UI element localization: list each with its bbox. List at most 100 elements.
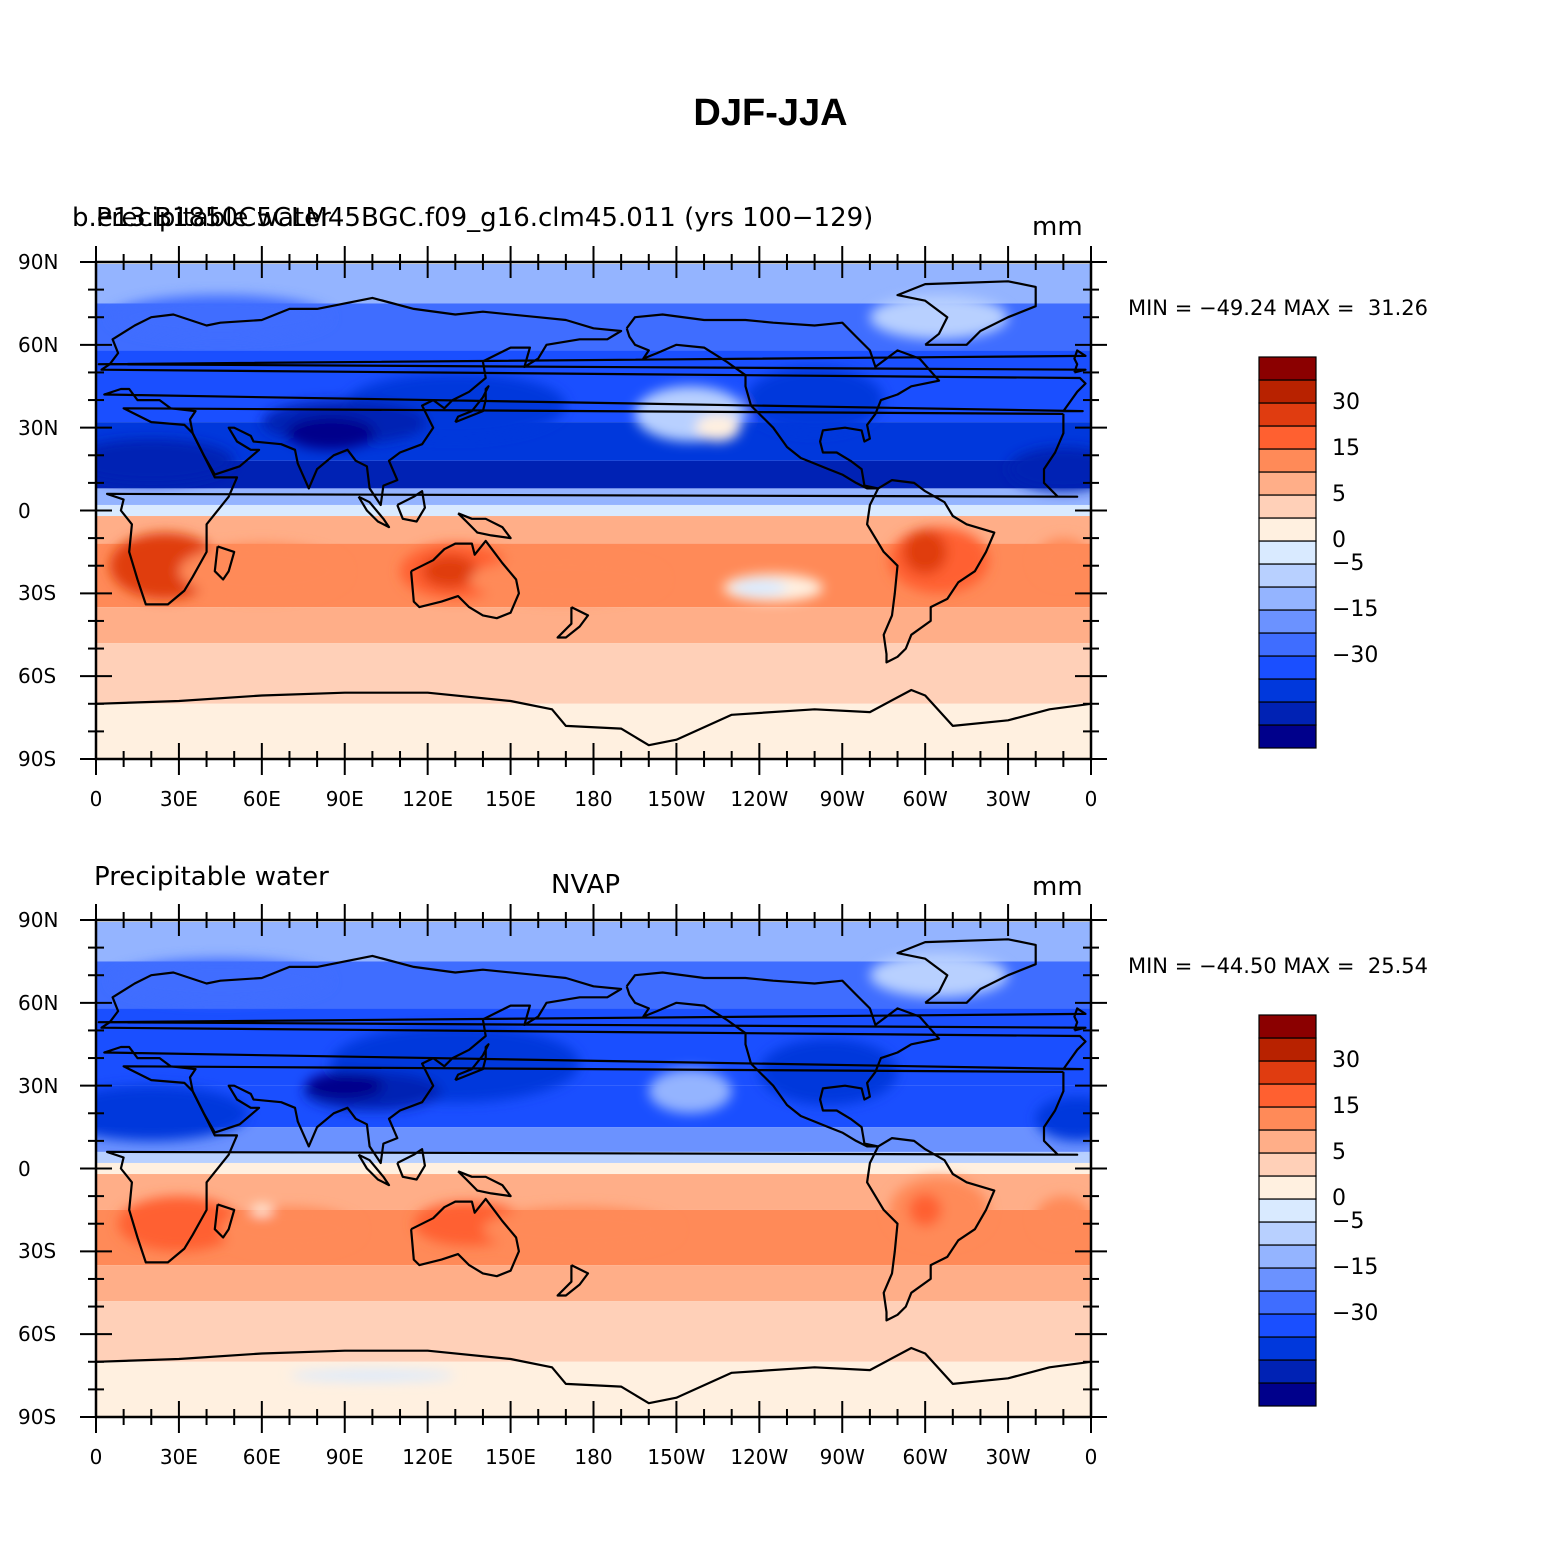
x-tick-label: 120W [730, 1445, 789, 1469]
panel-2-min-max: MIN = −44.50 MAX = 25.54 [1128, 954, 1428, 978]
colorbar-box [1258, 609, 1317, 634]
contour-region [482, 1207, 677, 1252]
coastline [96, 688, 1091, 747]
colorbar-box [1258, 1175, 1317, 1200]
colorbar-label: 5 [1332, 482, 1346, 507]
colorbar-box [1258, 1290, 1317, 1315]
x-tick-label: 150E [485, 1445, 536, 1469]
y-tick-label: 60S [18, 664, 57, 689]
panel-2-colorbar [1258, 1014, 1317, 1407]
panel-1-left-label: Precipitable water [96, 203, 331, 233]
y-tick-label: 0 [18, 498, 31, 523]
x-tick-label: 180 [574, 787, 613, 811]
colorbar-box [1258, 471, 1317, 496]
colorbar-box [1258, 586, 1317, 611]
contour-region [1035, 1196, 1091, 1241]
coastline [357, 495, 391, 529]
coastline [213, 545, 236, 581]
colorbar-box [1258, 379, 1317, 404]
contour-region [648, 1069, 732, 1114]
contour-region [286, 416, 376, 450]
y-tick-label: 90N [18, 250, 59, 274]
contour-band [96, 1162, 1091, 1175]
contour-region [908, 1193, 942, 1227]
contour-region [469, 557, 663, 602]
panel-2-contour-field [96, 920, 1091, 1417]
contour-region [306, 1071, 384, 1100]
colorbar-box [1258, 1359, 1317, 1384]
x-tick-label: 90W [819, 1445, 865, 1469]
colorbar-box [1258, 540, 1317, 565]
x-tick-label: 0 [1084, 1445, 1098, 1469]
colorbar-box [1258, 1221, 1317, 1246]
x-tick-label: 150W [647, 787, 706, 811]
coastline [396, 1148, 426, 1181]
panel-1-map [80, 246, 1317, 775]
contour-band [96, 643, 1091, 704]
y-tick-label: 90N [18, 908, 59, 932]
contour-band [96, 1085, 1091, 1128]
contour-band [96, 1127, 1091, 1152]
contour-band [96, 1265, 1091, 1302]
x-tick-label: 30E [159, 1445, 198, 1469]
colorbar-box [1258, 1083, 1317, 1108]
x-tick-label: 120E [402, 1445, 454, 1469]
colorbar-label: 15 [1332, 436, 1360, 461]
x-tick-label: 90W [819, 787, 865, 811]
contour-region [137, 1207, 193, 1241]
contour-region [731, 579, 787, 597]
x-tick-label: 0 [89, 787, 103, 811]
contour-region [745, 366, 884, 434]
contour-band [96, 422, 1091, 461]
x-tick-label: 120E [402, 787, 454, 811]
contour-region [220, 1207, 359, 1252]
y-tick-label: 30S [18, 1239, 57, 1264]
colorbar-label: −5 [1332, 1209, 1365, 1234]
contour-region [903, 529, 948, 575]
colorbar-box [1258, 1336, 1317, 1361]
colorbar-label: 30 [1332, 390, 1360, 415]
colorbar-label: 0 [1332, 528, 1346, 553]
contour-band [96, 1151, 1091, 1163]
contour-region [109, 295, 331, 340]
axis-ticks [80, 904, 1107, 1433]
colorbar-box [1258, 1382, 1317, 1407]
y-tick-label: 60S [18, 1322, 57, 1347]
colorbar-box [1258, 494, 1317, 519]
colorbar-box [1258, 1014, 1317, 1039]
colorbar-box [1258, 448, 1317, 473]
contour-region [178, 543, 345, 599]
panel-1-min-max: MIN = −49.24 MAX = 31.26 [1128, 296, 1428, 320]
colorbar-box [1258, 1244, 1317, 1269]
contour-region [869, 953, 1009, 998]
coastline [865, 479, 996, 664]
panel-2-map [80, 904, 1317, 1433]
colorbar-box [1258, 563, 1317, 588]
colorbar-box [1258, 356, 1317, 381]
coastline [454, 1043, 490, 1082]
x-tick-label: 60W [902, 787, 948, 811]
coastline [396, 490, 426, 523]
colorbar-label: 15 [1332, 1094, 1360, 1119]
coastline [357, 1153, 391, 1187]
y-tick-label: 60N [18, 332, 59, 357]
coastline [100, 954, 1087, 1165]
panel-1-coastlines [96, 280, 1091, 747]
colorbar-label: −5 [1332, 551, 1365, 576]
y-tick-label: 60N [18, 990, 59, 1015]
y-tick-label: 90S [18, 1405, 57, 1429]
contour-region [759, 1038, 898, 1105]
contour-region [1008, 447, 1091, 492]
colorbar-box [1258, 1152, 1317, 1177]
x-tick-label: 0 [89, 1445, 103, 1469]
panel-1-center-label: b.e13.B1850C5CLM45BGC.f09_g16.clm45.011 … [72, 203, 874, 233]
colorbar-box [1258, 1037, 1317, 1062]
coastline [97, 349, 1087, 374]
panel-2-coastlines [96, 938, 1091, 1405]
panel-1-units-label: mm [1032, 212, 1083, 242]
contour-region [1035, 1096, 1091, 1141]
coastline [100, 296, 1087, 507]
x-tick-label: 150E [485, 787, 536, 811]
colorbar-box [1258, 1060, 1317, 1085]
colorbar-box [1258, 402, 1317, 427]
